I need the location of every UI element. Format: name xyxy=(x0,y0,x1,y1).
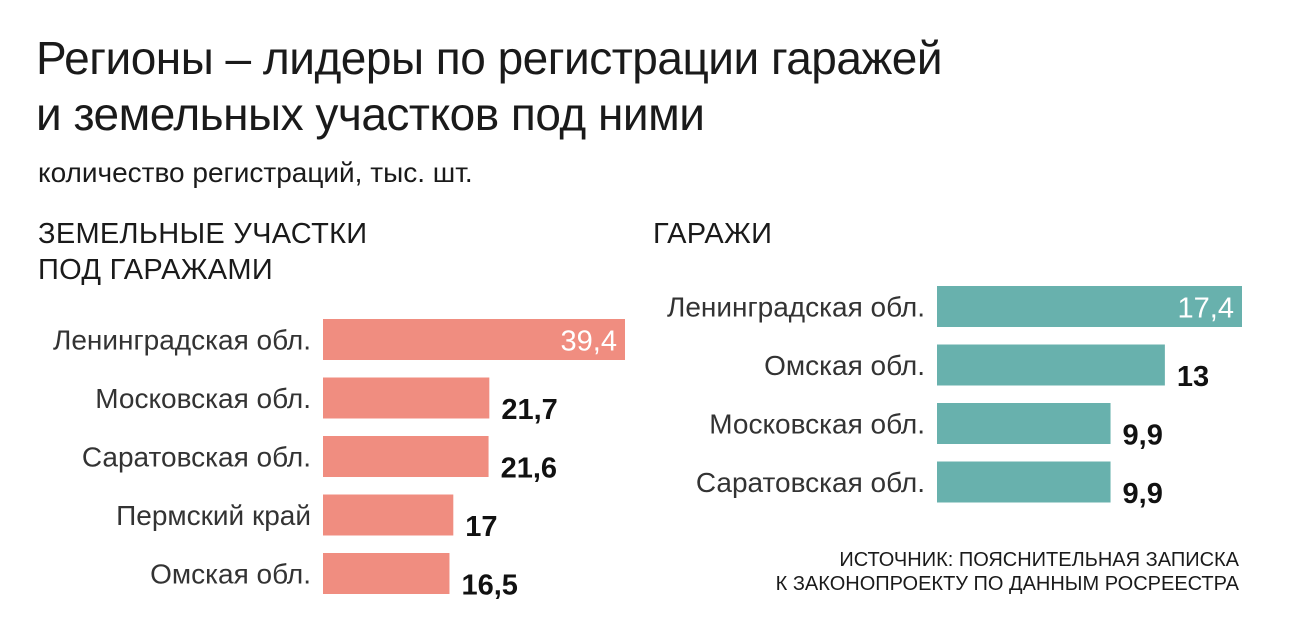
source-note-line-2: К ЗАКОНОПРОЕКТУ ПО ДАННЫМ РОСРЕЕСТРА xyxy=(775,573,1239,595)
bar xyxy=(323,377,490,419)
land-bar-chart: Ленинградская обл. 39,4 Московская обл. 21,… xyxy=(53,319,625,602)
page-title-line-1: Регионы – лидеры по регистрации гаражей xyxy=(36,32,943,84)
page-title: Регионы – лидеры по регистрации гаражей … xyxy=(36,30,1256,142)
page-subtitle: количество регистраций, тыс. шт. xyxy=(38,157,473,188)
bar xyxy=(937,403,1111,444)
category-label: Саратовская обл. xyxy=(82,442,311,473)
value-label: 21,6 xyxy=(501,453,557,485)
category-label: Московская обл. xyxy=(709,409,925,440)
category-label: Омская обл. xyxy=(150,559,311,590)
garage-chart-title-text: ГАРАЖИ xyxy=(653,218,773,250)
page-title-line-2: и земельных участков под ними xyxy=(36,88,705,140)
value-label: 17,4 xyxy=(1178,293,1234,325)
garage-chart-title: ГАРАЖИ xyxy=(653,216,772,252)
bar xyxy=(323,494,454,536)
value-label: 9,9 xyxy=(1123,420,1163,452)
value-label: 17 xyxy=(465,511,497,543)
land-chart-title: ЗЕМЕЛЬНЫЕ УЧАСТКИ ПОД ГАРАЖАМИ xyxy=(38,216,367,288)
category-label: Саратовская обл. xyxy=(696,467,925,498)
category-label: Пермский край xyxy=(116,500,311,531)
bar xyxy=(937,344,1165,386)
land-chart-title-line-2: ПОД ГАРАЖАМИ xyxy=(38,254,274,286)
value-label: 16,5 xyxy=(461,570,517,602)
land-chart-title-line-1: ЗЕМЕЛЬНЫЕ УЧАСТКИ xyxy=(38,218,368,250)
bar xyxy=(323,319,625,360)
bar xyxy=(937,461,1111,503)
source-note: ИСТОЧНИК: ПОЯСНИТЕЛЬНАЯ ЗАПИСКА К ЗАКОНО… xyxy=(776,548,1239,596)
garage-bar-chart: Ленинградская обл. 17,4 Омская обл. 13 Моско… xyxy=(667,286,1242,510)
source-note-line-1: ИСТОЧНИК: ПОЯСНИТЕЛЬНАЯ ЗАПИСКА xyxy=(839,549,1239,571)
category-label: Ленинградская обл. xyxy=(53,325,311,356)
value-label: 13 xyxy=(1177,361,1209,393)
value-label: 21,7 xyxy=(501,394,557,426)
value-label: 9,9 xyxy=(1123,478,1163,510)
bar xyxy=(937,286,1242,327)
category-label: Ленинградская обл. xyxy=(667,292,925,323)
value-label: 39,4 xyxy=(561,326,617,358)
bar xyxy=(323,553,450,594)
bar xyxy=(323,436,489,477)
category-label: Московская обл. xyxy=(95,383,311,414)
category-label: Омская обл. xyxy=(764,350,925,381)
